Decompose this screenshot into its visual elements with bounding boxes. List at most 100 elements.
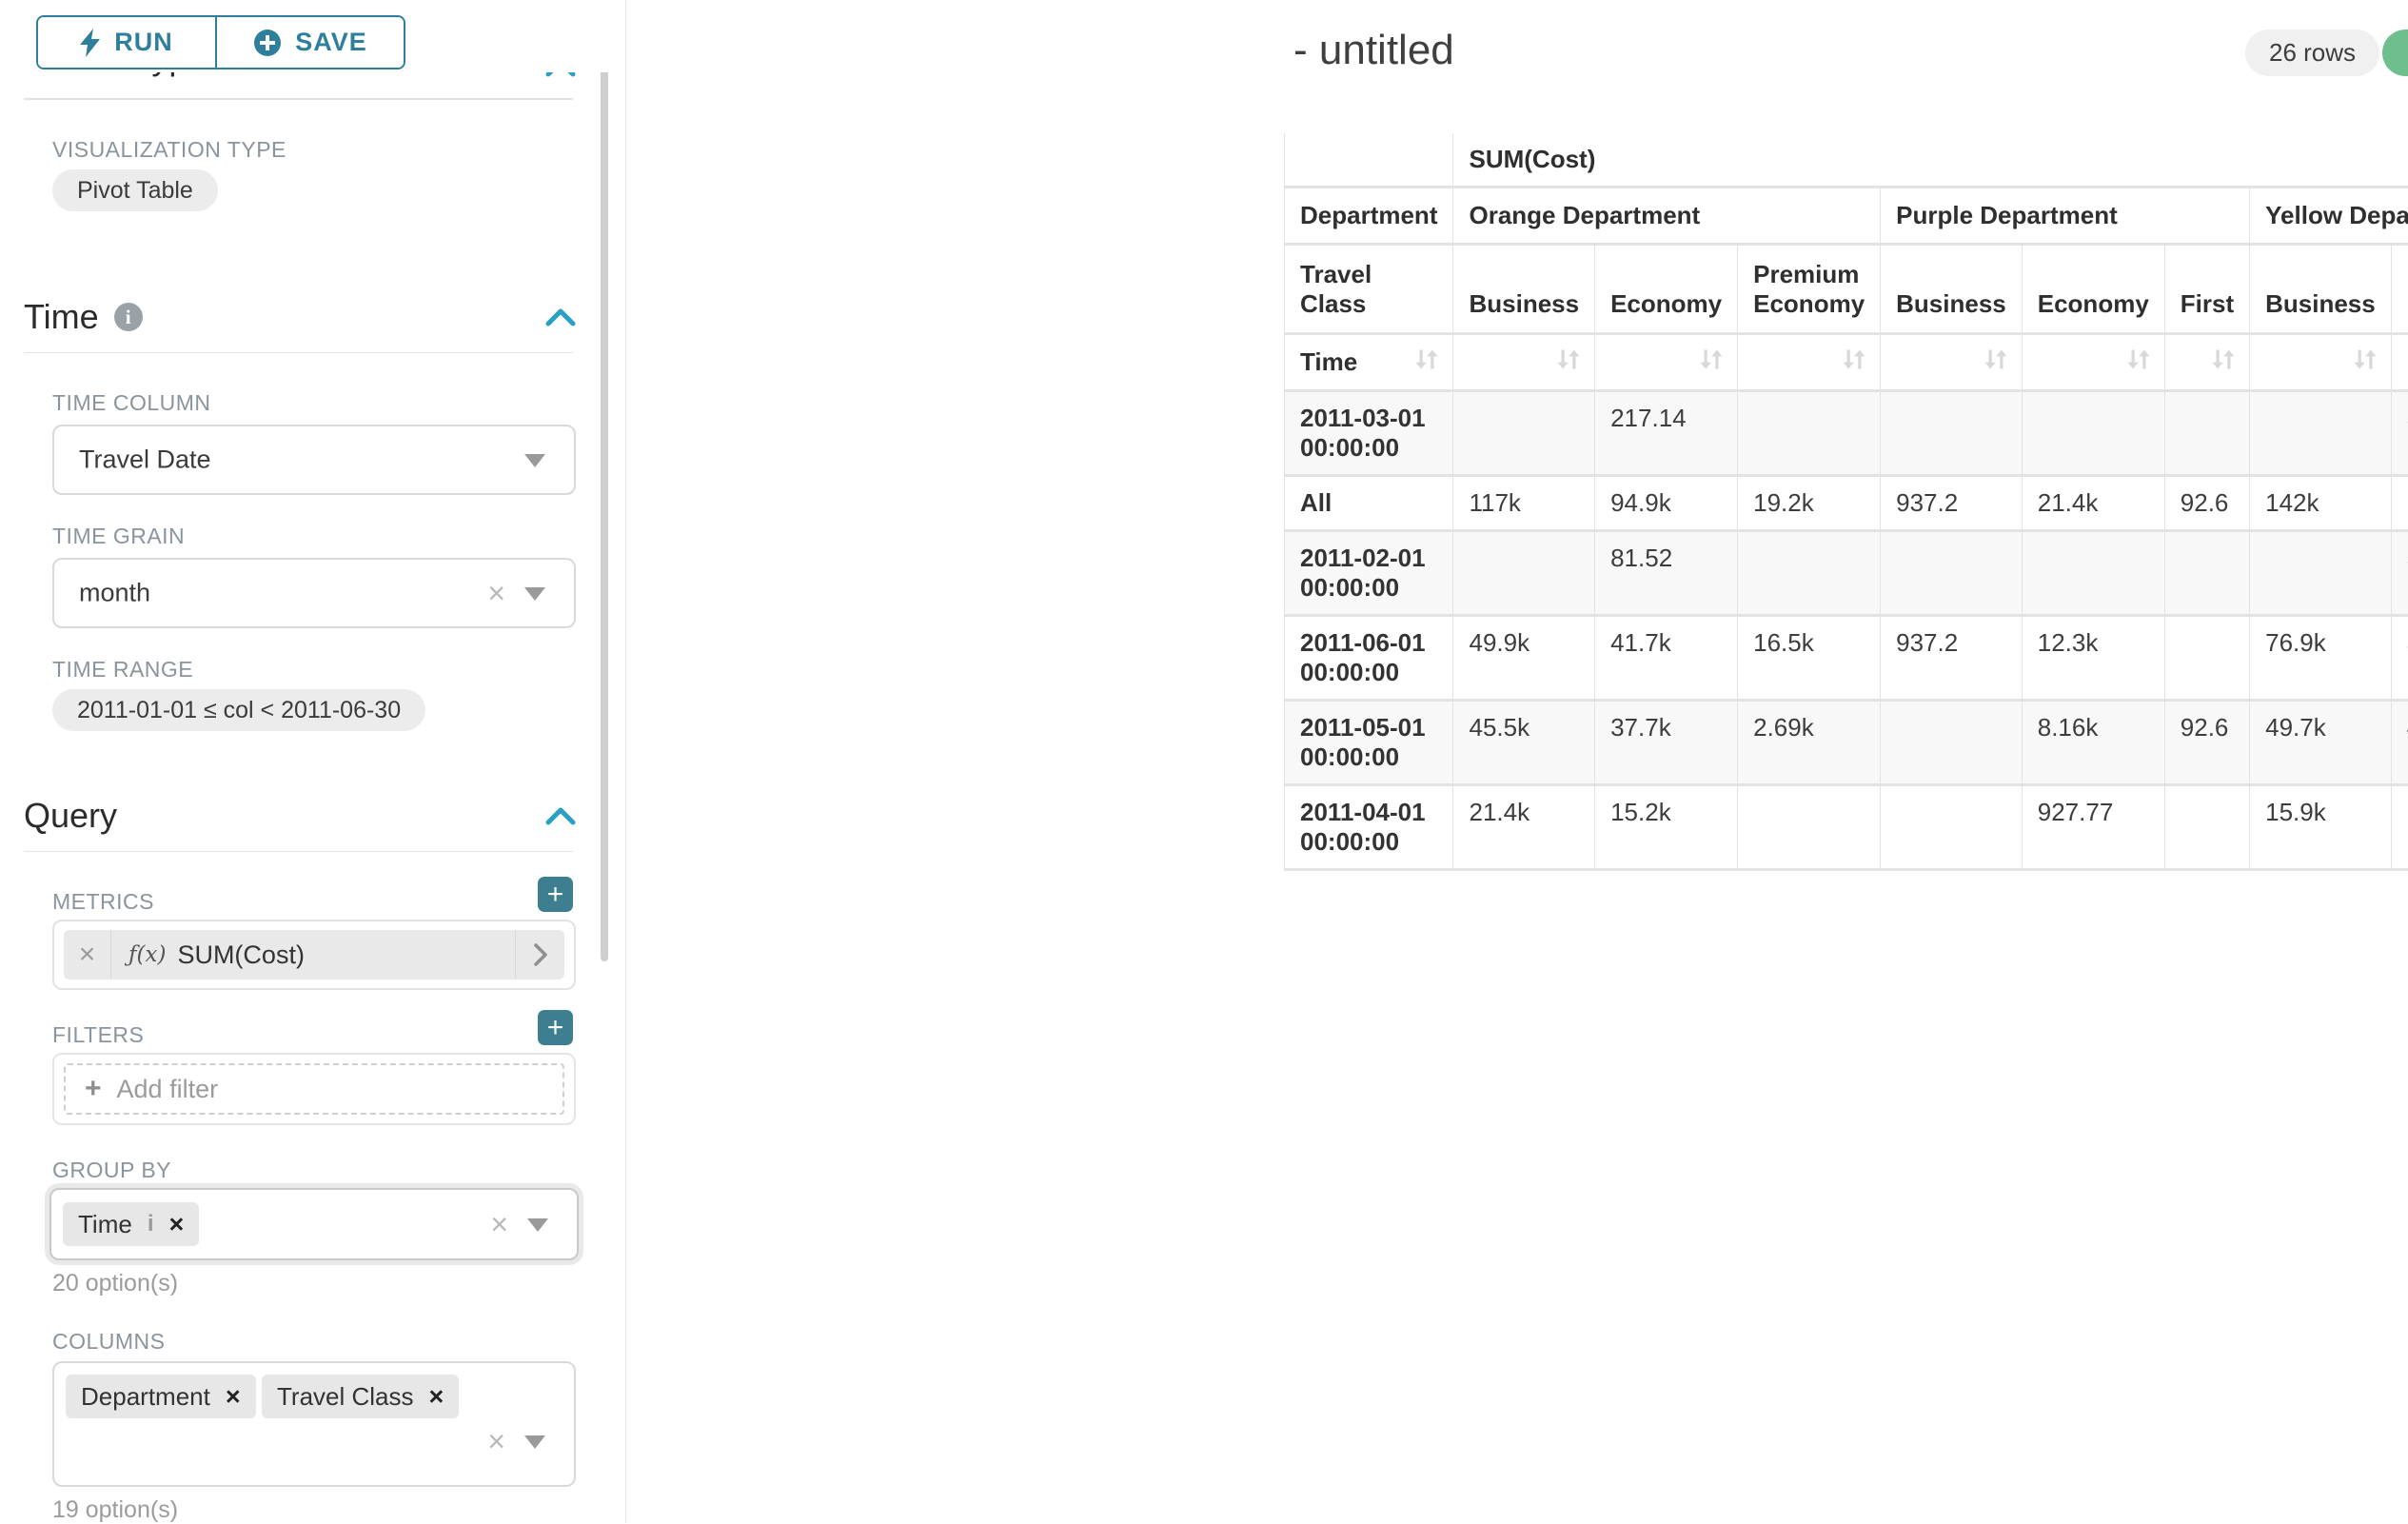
department-axis-label: Department — [1284, 188, 1454, 246]
value-cell — [1738, 532, 1882, 617]
value-cell — [2164, 392, 2251, 477]
value-cell: 92.6 — [2164, 477, 2251, 532]
value-cell: 15.2k — [1595, 786, 1739, 871]
pivot-corner-cell — [1284, 133, 1454, 188]
column-sort-header[interactable] — [2164, 335, 2251, 392]
columns-chip[interactable]: Department × — [66, 1375, 256, 1418]
time-section-heading: Time i — [24, 297, 143, 337]
value-cell: 2.69k — [1738, 702, 1882, 786]
clear-icon[interactable]: × — [487, 1424, 505, 1458]
page-title[interactable]: - untitled — [1293, 27, 1454, 73]
divider — [24, 352, 573, 353]
query-collapse-chevron-icon[interactable] — [543, 802, 579, 835]
remove-chip-icon[interactable]: × — [168, 1209, 185, 1238]
travel-class-header: First — [2164, 246, 2251, 335]
time-collapse-chevron-icon[interactable] — [543, 303, 579, 336]
value-cell — [2164, 786, 2251, 871]
row-label-cell: 2011-05-01 00:00:00 — [1284, 702, 1454, 786]
column-sort-header[interactable] — [1738, 335, 1882, 392]
value-cell: 45.5k — [1453, 702, 1596, 786]
pivot-table: SUM(Cost) Department Orange Department Purp… — [1284, 133, 2408, 871]
sort-icon — [2209, 345, 2238, 380]
columns-select[interactable]: Department × Travel Class × × — [52, 1361, 576, 1487]
value-cell: 106k — [2391, 477, 2408, 532]
remove-chip-icon[interactable]: × — [428, 1381, 444, 1411]
value-cell — [1453, 532, 1596, 617]
row-label-cell: 2011-03-01 00:00:00 — [1284, 392, 1454, 477]
plus-icon: + — [85, 1073, 102, 1104]
sidebar-scrollbar[interactable] — [601, 0, 608, 961]
value-cell: 49.9k — [1453, 617, 1596, 702]
chevron-down-icon — [524, 454, 545, 467]
column-sort-header[interactable] — [1595, 335, 1739, 392]
department-group-header: Purple Department — [1881, 188, 2251, 246]
metric-expand-chevron-icon[interactable] — [515, 930, 564, 980]
sidebar-sticky-header: RUN SAVE — [0, 0, 625, 72]
time-range-pill[interactable]: 2011-01-01 ≤ col < 2011-06-30 — [52, 689, 426, 731]
time-grain-select[interactable]: month × — [52, 558, 576, 628]
chip-label: Travel Class — [277, 1381, 414, 1411]
plus-icon: + — [546, 878, 564, 910]
travel-class-header: Economy — [1595, 246, 1739, 335]
sort-icon — [1840, 345, 1868, 380]
row-label-cell: 2011-02-01 00:00:00 — [1284, 532, 1454, 617]
plus-icon: + — [546, 1011, 564, 1043]
value-cell: 332.21 — [2391, 392, 2408, 477]
group-by-select[interactable]: Time i × × — [49, 1188, 579, 1260]
pivot-row: All117k94.9k19.2k937.221.4k92.6142k106k6… — [1284, 477, 2408, 532]
group-by-label: GROUP BY — [52, 1158, 171, 1182]
row-label-cell: All — [1284, 477, 1454, 532]
value-cell: 76.9k — [2250, 617, 2392, 702]
time-grain-value: month — [79, 578, 151, 607]
save-button[interactable]: SAVE — [217, 17, 404, 68]
value-cell: 39.9k — [2391, 617, 2408, 702]
divider — [24, 98, 573, 100]
filters-control: + Add filter — [52, 1053, 576, 1125]
query-timer-badge: 00:00:00.18 — [2382, 30, 2408, 76]
column-sort-header[interactable] — [2250, 335, 2392, 392]
metrics-label: METRICS — [52, 889, 154, 914]
chip-label: Time — [78, 1209, 132, 1238]
info-icon[interactable]: i — [147, 1211, 154, 1237]
time-sort-header[interactable]: Time — [1284, 335, 1454, 392]
remove-chip-icon[interactable]: × — [225, 1381, 241, 1411]
value-cell: 937.2 — [1881, 477, 2023, 532]
value-cell: 47.7k — [2391, 702, 2408, 786]
clear-icon[interactable]: × — [487, 576, 505, 610]
clear-icon[interactable]: × — [490, 1207, 508, 1241]
add-filter-button[interactable]: + Add filter — [64, 1063, 564, 1115]
metric-chip[interactable]: × ƒ(x) SUM(Cost) — [64, 930, 564, 980]
value-cell — [1881, 702, 2023, 786]
value-cell: 92.6 — [2164, 702, 2251, 786]
remove-metric-icon[interactable]: × — [64, 930, 111, 980]
chevron-down-icon — [524, 587, 545, 601]
value-cell: 21.4k — [2022, 477, 2165, 532]
group-by-chip[interactable]: Time i × — [63, 1202, 200, 1246]
group-by-options-count: 20 option(s) — [52, 1270, 179, 1296]
time-column-select[interactable]: Travel Date — [52, 425, 576, 495]
visualization-type-pill[interactable]: Pivot Table — [52, 169, 218, 211]
columns-chip[interactable]: Travel Class × — [262, 1375, 460, 1418]
value-cell: 49.7k — [2250, 702, 2392, 786]
column-sort-header[interactable] — [1881, 335, 2023, 392]
time-column-label: TIME COLUMN — [52, 390, 211, 415]
add-filter-plus-button[interactable]: + — [538, 1010, 573, 1045]
info-icon[interactable]: i — [113, 303, 143, 331]
value-cell: 41.7k — [1595, 617, 1739, 702]
value-cell: 8.16k — [2022, 702, 2165, 786]
value-cell: 217.14 — [1595, 392, 1739, 477]
sort-icon — [2351, 345, 2379, 380]
add-metric-button[interactable]: + — [538, 877, 573, 912]
travel-class-axis-label: Travel Class — [1284, 246, 1454, 335]
department-group-header: Orange Department — [1453, 188, 1882, 246]
value-cell: 117k — [1453, 477, 1596, 532]
value-cell — [1453, 392, 1596, 477]
column-sort-header[interactable] — [1453, 335, 1596, 392]
value-cell: 21.4k — [1453, 786, 1596, 871]
value-cell — [2250, 532, 2392, 617]
row-label-cell: 2011-04-01 00:00:00 — [1284, 786, 1454, 871]
column-sort-header[interactable] — [2022, 335, 2165, 392]
run-button[interactable]: RUN — [38, 17, 217, 68]
travel-class-header: Business — [1453, 246, 1596, 335]
column-sort-header[interactable] — [2391, 335, 2408, 392]
